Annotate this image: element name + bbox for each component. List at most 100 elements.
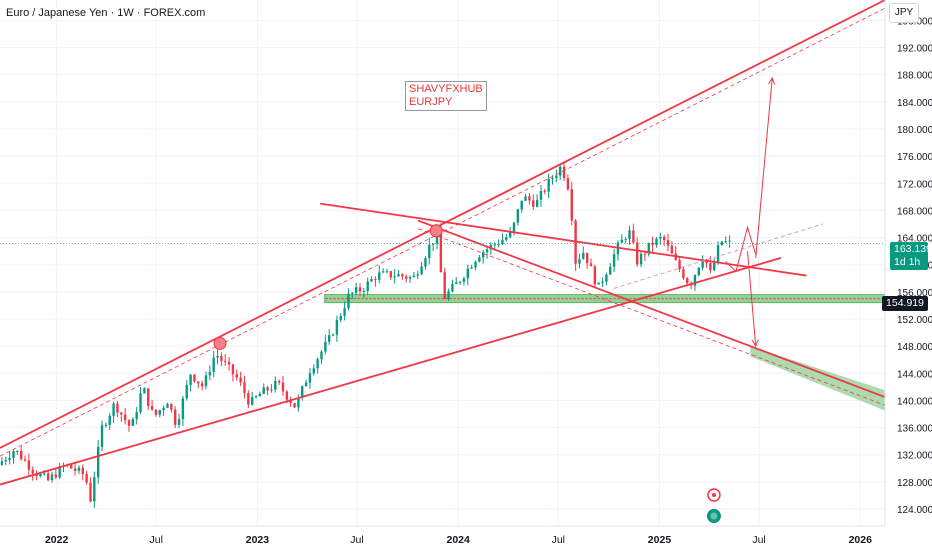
chart-title: Euro / Japanese Yen · 1W · FOREX.com xyxy=(6,7,206,19)
candle-body xyxy=(570,189,573,221)
axis-currency-button[interactable]: JPY xyxy=(889,3,919,23)
candle-body xyxy=(497,244,500,246)
candle-body xyxy=(585,252,589,264)
candle-body xyxy=(0,461,4,465)
candle-body xyxy=(370,279,373,282)
candle-body xyxy=(50,474,54,481)
earnings-icon-dot xyxy=(710,512,718,520)
candle-body xyxy=(100,425,104,447)
y-tick-label: 128.000 xyxy=(897,478,932,489)
candle-body xyxy=(389,271,392,278)
candle-body xyxy=(77,467,81,471)
candle-body xyxy=(4,460,7,462)
candle-body xyxy=(150,406,154,410)
price-axis[interactable]: 124.000 128.000 132.000 136.000 140.000 144.0… xyxy=(884,0,932,550)
candle-body xyxy=(274,380,277,390)
candle-body xyxy=(8,457,11,461)
candle-body xyxy=(493,244,496,246)
event-icons[interactable] xyxy=(706,488,721,523)
candle-body xyxy=(366,281,369,291)
candle-body xyxy=(328,335,331,342)
candle-body xyxy=(208,371,212,376)
candle-body xyxy=(659,236,662,239)
candle-body xyxy=(416,274,419,276)
candle-body xyxy=(562,166,566,179)
candle-body xyxy=(428,244,431,259)
candle-body xyxy=(31,469,34,474)
candle-body xyxy=(628,230,631,240)
candle-body xyxy=(447,291,450,299)
candle-body xyxy=(609,266,612,275)
candle-body xyxy=(200,383,204,387)
x-tick-label: 2025 xyxy=(648,534,672,546)
candle-body xyxy=(559,166,562,176)
candle-body xyxy=(482,252,485,258)
y-tick-label: 148.000 xyxy=(897,342,932,353)
annotation-label[interactable]: SHAVYFXHUB EURJPY xyxy=(405,81,487,111)
candle-body xyxy=(678,259,681,270)
support-zone-rect xyxy=(324,294,886,304)
candle-body xyxy=(331,334,335,336)
candle-body xyxy=(485,249,489,253)
candle-body xyxy=(424,258,427,267)
candle-body xyxy=(158,410,161,415)
candle-body xyxy=(701,259,704,268)
candle-body xyxy=(93,477,96,502)
candle-body xyxy=(443,272,446,299)
x-tick-label: 2023 xyxy=(246,534,270,546)
candle-body xyxy=(532,200,535,207)
x-tick-label: Jul xyxy=(149,534,162,546)
candles xyxy=(0,163,731,508)
candle-body xyxy=(505,237,508,240)
candle-body xyxy=(547,178,550,192)
x-tick-label: Jul xyxy=(752,534,765,546)
candle-body xyxy=(339,315,342,321)
y-tick-label: 152.000 xyxy=(897,315,932,326)
candle-body xyxy=(173,409,177,425)
candle-body xyxy=(351,292,354,294)
candle-body xyxy=(235,374,238,378)
candle-body xyxy=(12,451,15,458)
candle-body xyxy=(143,388,146,394)
candle-body xyxy=(632,230,635,243)
candle-body xyxy=(262,387,265,394)
candle-body xyxy=(431,243,435,245)
candle-body xyxy=(166,403,169,408)
candle-body xyxy=(655,238,658,246)
falling-resistance-line xyxy=(319,202,807,277)
candle-body xyxy=(713,262,716,271)
candle-body xyxy=(601,281,604,283)
candle-body xyxy=(597,282,600,285)
candle-body xyxy=(23,459,27,461)
candle-body xyxy=(358,287,362,292)
candle-body xyxy=(397,274,400,277)
candle-body xyxy=(697,267,701,276)
candle-body xyxy=(378,272,381,280)
candle-body xyxy=(682,269,685,279)
candle-body xyxy=(247,393,250,405)
lower-falling-dashed xyxy=(417,228,886,406)
candle-body xyxy=(555,175,558,178)
candle-body xyxy=(354,287,358,293)
candle-body xyxy=(528,196,531,201)
time-axis[interactable]: 2022 Jul 2023 Jul 2024 Jul 2025 Jul 2026 xyxy=(0,525,885,546)
candle-body xyxy=(612,254,616,267)
candle-body xyxy=(266,387,269,391)
candle-body xyxy=(250,397,254,405)
candle-body xyxy=(43,473,46,475)
candle-body xyxy=(277,380,281,383)
candle-body xyxy=(501,239,504,245)
candle-body xyxy=(343,308,346,316)
candle-body xyxy=(405,276,408,279)
candle-body xyxy=(131,419,135,426)
x-tick-label: Jul xyxy=(552,534,565,546)
y-tick-label: 136.000 xyxy=(897,424,932,435)
y-tick-label: 140.000 xyxy=(897,396,932,407)
y-tick-label: 168.000 xyxy=(897,206,932,217)
y-tick-label: 164.000 xyxy=(897,234,932,245)
candle-body xyxy=(566,178,570,190)
candle-body xyxy=(520,200,523,210)
candle-body xyxy=(385,271,389,273)
candle-body xyxy=(451,284,454,292)
